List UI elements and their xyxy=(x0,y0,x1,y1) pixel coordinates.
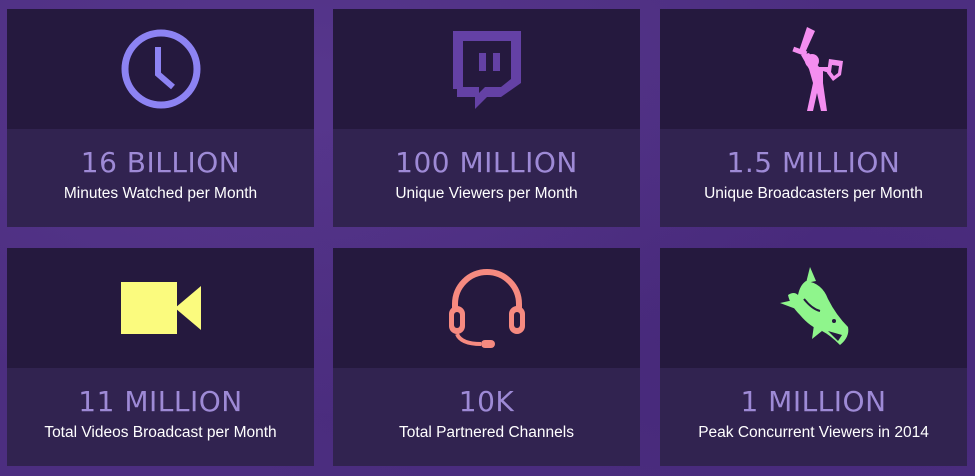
shark-icon xyxy=(776,265,852,351)
stat-card-unique-viewers: 100 MILLION Unique Viewers per Month xyxy=(333,9,640,227)
stat-value: 10K xyxy=(458,385,515,418)
stat-card-unique-broadcasters: 1.5 MILLION Unique Broadcasters per Mont… xyxy=(660,9,967,227)
clock-icon xyxy=(119,27,203,111)
stat-value: 16 BILLION xyxy=(80,146,241,179)
stat-label: Minutes Watched per Month xyxy=(63,185,258,202)
stat-value: 11 MILLION xyxy=(78,385,243,418)
stat-value: 100 MILLION xyxy=(395,146,578,179)
stat-value: 1.5 MILLION xyxy=(726,146,901,179)
headset-icon xyxy=(445,266,529,350)
stat-value: 1 MILLION xyxy=(740,385,887,418)
stat-label: Total Partnered Channels xyxy=(399,424,574,441)
stat-label: Unique Broadcasters per Month xyxy=(704,185,923,202)
stat-label: Peak Concurrent Viewers in 2014 xyxy=(698,424,929,441)
stat-card-minutes-watched: 16 BILLION Minutes Watched per Month xyxy=(7,9,314,227)
stat-label: Unique Viewers per Month xyxy=(395,185,578,202)
stat-card-partnered-channels: 10K Total Partnered Channels xyxy=(333,248,640,466)
video-camera-icon xyxy=(119,280,203,336)
stat-label: Total Videos Broadcast per Month xyxy=(44,424,277,441)
stat-card-videos-broadcast: 11 MILLION Total Videos Broadcast per Mo… xyxy=(7,248,314,466)
knight-icon xyxy=(779,23,849,115)
twitch-logo-icon xyxy=(447,27,527,111)
stat-card-peak-viewers: 1 MILLION Peak Concurrent Viewers in 201… xyxy=(660,248,967,466)
